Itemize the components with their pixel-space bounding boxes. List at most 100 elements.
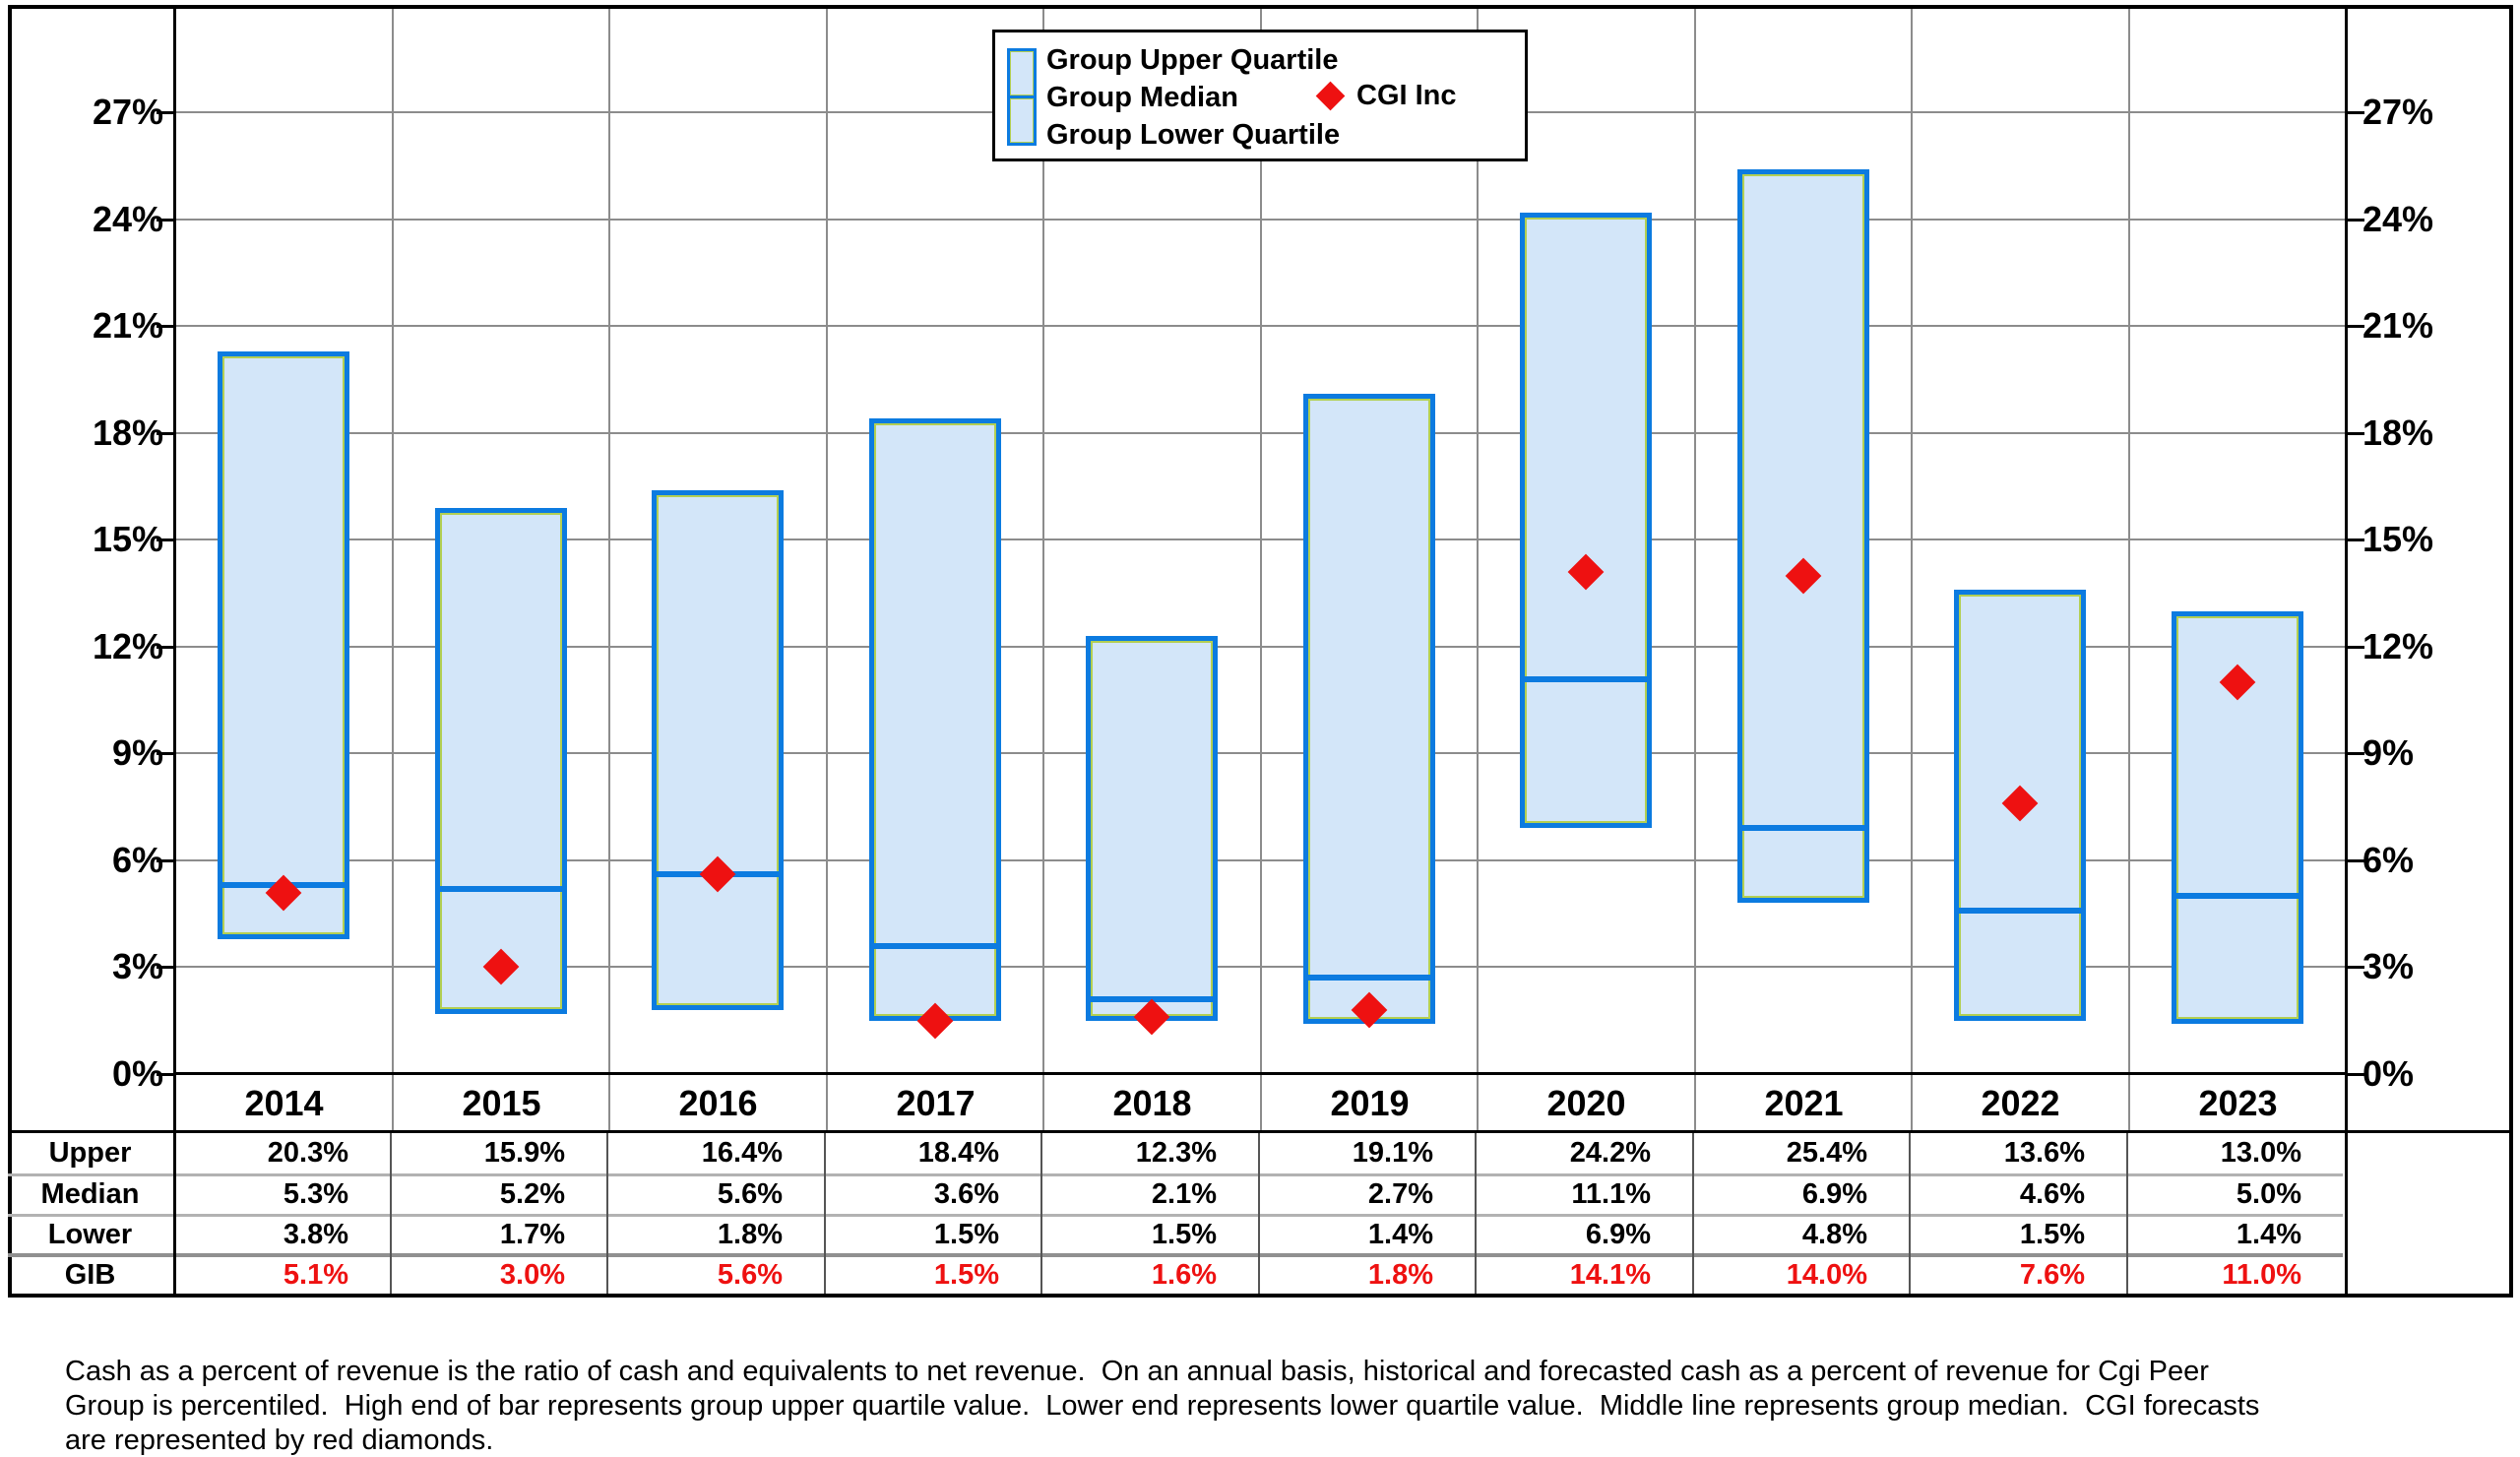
- table-row-label: Upper: [48, 1136, 132, 1169]
- table-cell: 2.7%: [1260, 1172, 1475, 1214]
- legend-swatch-upper-cell: [1007, 48, 1037, 98]
- table-empty-column: [2343, 1133, 2505, 1294]
- legend-swatch-lower-cell: [1007, 95, 1037, 146]
- legend: Group Upper Quartile Group Median Group …: [992, 30, 1528, 161]
- table-top-border: [8, 1130, 2513, 1133]
- x-axis-year-label: 2022: [1981, 1082, 2060, 1123]
- table-cell: 4.6%: [1911, 1172, 2126, 1214]
- table-column: Upper Median Lower GIB: [8, 1133, 172, 1294]
- table-cell: 5.2%: [392, 1172, 606, 1214]
- y-axis-label-right: 6%: [2362, 840, 2415, 880]
- table-column: 25.4% 6.9% 4.8% 14.0%: [1692, 1133, 1909, 1294]
- table-cell: 5.6%: [608, 1172, 824, 1214]
- table-cell: 6.9%: [1694, 1172, 1909, 1214]
- y-axis-label-left: 21%: [92, 305, 163, 346]
- footnote-line: Cash as a percent of revenue is the rati…: [65, 1356, 2209, 1387]
- quartile-range-bar: [435, 508, 567, 1014]
- y-axis-tick-right: [2346, 219, 2364, 222]
- gridline-vertical: [392, 9, 394, 1130]
- gridline-vertical: [1260, 9, 1262, 1130]
- y-axis-tick-left: [157, 538, 175, 541]
- legend-item-lower-quartile: Group Lower Quartile: [1046, 118, 1341, 151]
- table-cell: 1.5%: [826, 1253, 1040, 1294]
- y-axis-tick-right: [2346, 1073, 2364, 1076]
- gridline-vertical: [1911, 9, 1913, 1130]
- gridline-vertical: [608, 9, 610, 1130]
- y-axis-tick-right: [2346, 325, 2364, 328]
- x-axis-year-label: 2023: [2198, 1082, 2278, 1123]
- table-cell: 5.3%: [172, 1172, 390, 1214]
- y-axis-tick-left: [157, 966, 175, 969]
- y-axis-label-left: 27%: [92, 92, 163, 132]
- y-axis-label-right: 27%: [2362, 92, 2434, 132]
- table-cell: 1.6%: [1042, 1253, 1258, 1294]
- y-axis-tick-left: [157, 752, 175, 755]
- table-column: 13.6% 4.6% 1.5% 7.6%: [1909, 1133, 2126, 1294]
- table-cell: 15.9%: [483, 1136, 565, 1169]
- table-cell: 2.1%: [1042, 1172, 1258, 1214]
- y-axis-label-left: 24%: [92, 199, 163, 239]
- y-axis-tick-left: [157, 646, 175, 649]
- y-axis-tick-right: [2346, 646, 2364, 649]
- footnote-line: Group is percentiled. High end of bar re…: [65, 1390, 2260, 1422]
- y-axis-tick-left: [157, 432, 175, 435]
- y-axis-tick-left: [157, 219, 175, 222]
- table-cell: 24.2%: [1569, 1136, 1651, 1169]
- quartile-range-bar: [218, 351, 349, 939]
- y-axis-label-left: 15%: [92, 519, 163, 559]
- table-column: 19.1% 2.7% 1.4% 1.8%: [1258, 1133, 1475, 1294]
- quartile-range-bar: [869, 418, 1001, 1021]
- footnote: Cash as a percent of revenue is the rati…: [65, 1355, 2477, 1457]
- legend-item-upper-quartile: Group Upper Quartile: [1046, 43, 1339, 76]
- y-axis-tick-left: [157, 111, 175, 114]
- cgi-diamond-icon: [1315, 81, 1346, 110]
- group-median-line: [1525, 676, 1647, 682]
- x-axis-year-label: 2017: [896, 1082, 976, 1123]
- gridline-vertical: [1477, 9, 1479, 1130]
- y-axis-label-left: 0%: [111, 1053, 163, 1094]
- chart-outer-frame: [8, 5, 2513, 1298]
- legend-item-cgi: CGI Inc: [1315, 32, 1457, 158]
- table-cell: 16.4%: [701, 1136, 783, 1169]
- table-cell: 7.6%: [1911, 1253, 2126, 1294]
- table-cell: 3.6%: [826, 1172, 1040, 1214]
- table-column: 20.3% 5.3% 3.8% 5.1%: [172, 1133, 390, 1294]
- table-cell: 13.0%: [2220, 1136, 2301, 1169]
- table-cell: 20.3%: [267, 1136, 348, 1169]
- table-cell: 3.8%: [172, 1213, 390, 1254]
- y-axis-label-left: 18%: [92, 412, 163, 453]
- table-cell: 11.0%: [2128, 1253, 2343, 1294]
- quartile-range-bar: [1520, 213, 1652, 828]
- gridline-vertical: [826, 9, 828, 1130]
- table-column: 18.4% 3.6% 1.5% 1.5%: [824, 1133, 1040, 1294]
- y-axis-tick-right: [2346, 966, 2364, 969]
- table-cell: 4.8%: [1694, 1213, 1909, 1254]
- y-axis-label-right: 3%: [2362, 946, 2415, 986]
- y-axis-label-left: 6%: [111, 840, 163, 880]
- table-column: 24.2% 11.1% 6.9% 14.1%: [1475, 1133, 1692, 1294]
- legend-items: Group Upper Quartile Group Median Group …: [1046, 41, 1340, 154]
- table-cell: 5.0%: [2128, 1172, 2343, 1214]
- table-cell: 19.1%: [1352, 1136, 1433, 1169]
- group-median-line: [1308, 975, 1430, 981]
- table-cell: 25.4%: [1786, 1136, 1867, 1169]
- footnote-line: are represented by red diamonds.: [65, 1425, 494, 1456]
- table-cell: 14.1%: [1477, 1253, 1692, 1294]
- table-cell: 1.4%: [2128, 1213, 2343, 1254]
- x-axis-year-label: 2016: [678, 1082, 758, 1123]
- table-column: 13.0% 5.0% 1.4% 11.0%: [2126, 1133, 2343, 1294]
- table-cell: 5.1%: [172, 1253, 390, 1294]
- table-cell: 1.5%: [826, 1213, 1040, 1254]
- y-axis-label-right: 24%: [2362, 199, 2434, 239]
- table-cell: 18.4%: [917, 1136, 999, 1169]
- y-axis-label-right: 9%: [2362, 732, 2415, 773]
- table-cell: 14.0%: [1694, 1253, 1909, 1294]
- data-table: Upper Median Lower GIB 20.3% 5.3% 3.8% 5.1% 15.9…: [8, 1130, 2513, 1294]
- x-axis-year-label: 2015: [462, 1082, 541, 1123]
- table-row-label: GIB: [8, 1253, 172, 1294]
- y-axis-label-right: 18%: [2362, 412, 2434, 453]
- group-median-line: [440, 886, 562, 892]
- y-axis-tick-left: [157, 859, 175, 862]
- x-axis-year-label: 2019: [1330, 1082, 1410, 1123]
